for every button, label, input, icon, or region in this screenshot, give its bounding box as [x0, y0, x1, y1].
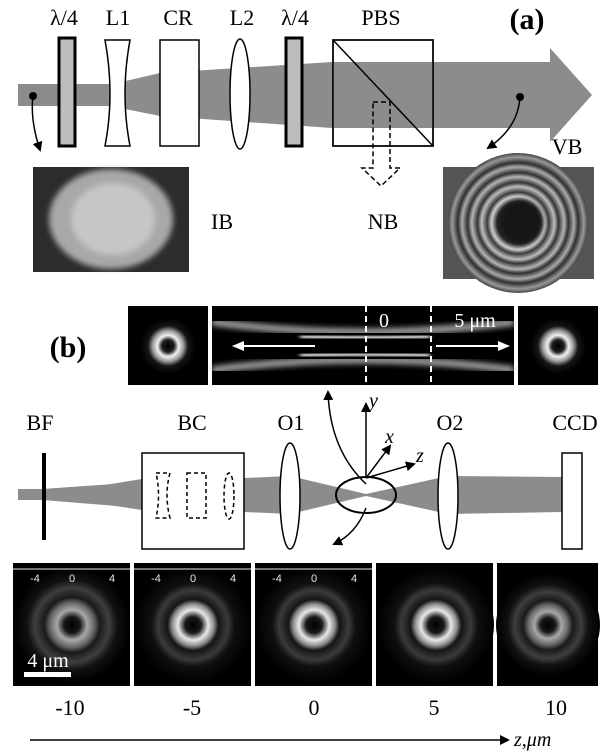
arrow-to-frames: [332, 507, 367, 546]
ccd-frame-1: [13, 563, 130, 686]
ruler-2-tick-mid: 0: [190, 573, 196, 585]
z-axis-label: z,μm: [513, 729, 551, 751]
propagation-profile: 0 5 μm: [211, 306, 515, 385]
ccd-frame-3: [255, 563, 372, 686]
axis-x: [365, 444, 392, 479]
label-axis-x: x: [384, 426, 394, 448]
label-scale-5um: 5 μm: [454, 310, 496, 332]
panel-b-label: (b): [50, 331, 87, 364]
frame-ruler-2: -4 0 4: [134, 568, 251, 585]
label-o1: O1: [278, 410, 305, 435]
label-o2: O2: [437, 410, 464, 435]
ccd-frame-4: [376, 563, 494, 686]
label-l2: L2: [230, 5, 254, 30]
frame-ruler-1: -4 0 4: [13, 568, 130, 585]
label-ib: IB: [211, 209, 233, 234]
ruler-1-tick-left: -4: [30, 573, 40, 585]
panel-a-label: (a): [510, 3, 545, 36]
profile-ring-left: [128, 306, 208, 385]
label-qwp-2: λ/4: [281, 5, 309, 30]
ruler-1-tick-mid: 0: [69, 573, 75, 585]
label-l1: L1: [106, 5, 130, 30]
label-cr: CR: [163, 5, 193, 30]
label-qwp-1: λ/4: [50, 5, 78, 30]
ruler-2-tick-left: -4: [151, 573, 161, 585]
pbs-diagonal: [332, 39, 434, 147]
beam-converter-box: [141, 452, 245, 550]
objective-o1: [279, 442, 301, 550]
z-value-5: 10: [545, 695, 567, 720]
bc-concave-lens: [155, 472, 171, 519]
lens-l1: [104, 39, 131, 147]
beam-b-after-bc: [244, 476, 562, 514]
ruler-1-tick-right: 4: [109, 573, 115, 585]
null-beam-arrow: [360, 101, 402, 188]
beam-a: [18, 48, 592, 142]
lens-l2: [229, 38, 251, 150]
scalebar-label: 4 μm: [27, 650, 69, 672]
label-focus-zero: 0: [379, 310, 389, 332]
frame-ruler-3: -4 0 4: [255, 568, 372, 585]
ib-pointer-arrow: [31, 95, 43, 152]
label-pbs: PBS: [361, 5, 400, 30]
axis-z: [365, 461, 416, 479]
quarter-wave-plate-2: [284, 36, 304, 148]
panel-b: (b) 0 5 μm BF BC O1 O2 CC: [13, 306, 600, 751]
label-bf: BF: [27, 410, 54, 435]
arrow-to-profile: [323, 390, 367, 485]
label-bc: BC: [177, 410, 206, 435]
quarter-wave-plate-1: [57, 36, 77, 148]
z-value-3: 0: [309, 695, 320, 720]
ruler-3-tick-left: -4: [272, 573, 282, 585]
ruler-3-tick-right: 4: [351, 573, 357, 585]
label-vb: VB: [552, 134, 583, 159]
bc-convex-lens: [223, 472, 235, 520]
pbs-beam-behind: [333, 62, 433, 128]
ccd-frame-2: [134, 563, 251, 686]
label-ccd: CCD: [552, 410, 597, 435]
panel-a: λ/4 L1 CR L2 λ/4 PBS (a) IB NB VB: [18, 3, 594, 293]
input-beam-image: [33, 167, 189, 272]
vb-pointer-arrow: [486, 96, 521, 150]
z-value-2: -5: [183, 695, 201, 720]
vortex-beam-image: [443, 153, 594, 293]
profile-ring-right: [518, 306, 598, 385]
ruler-2-tick-right: 4: [230, 573, 236, 585]
ruler-3-tick-mid: 0: [311, 573, 317, 585]
ccd-camera: [561, 452, 583, 550]
crystal-cr: [159, 39, 200, 147]
label-axis-y: y: [367, 390, 378, 412]
label-axis-z: z: [415, 445, 424, 467]
z-value-4: 5: [429, 695, 440, 720]
bc-crystal: [186, 472, 207, 519]
label-nb: NB: [368, 209, 399, 234]
ccd-frame-5: [496, 563, 600, 686]
scalebar: [24, 672, 71, 677]
z-value-1: -10: [55, 695, 84, 720]
objective-o2: [437, 442, 459, 550]
